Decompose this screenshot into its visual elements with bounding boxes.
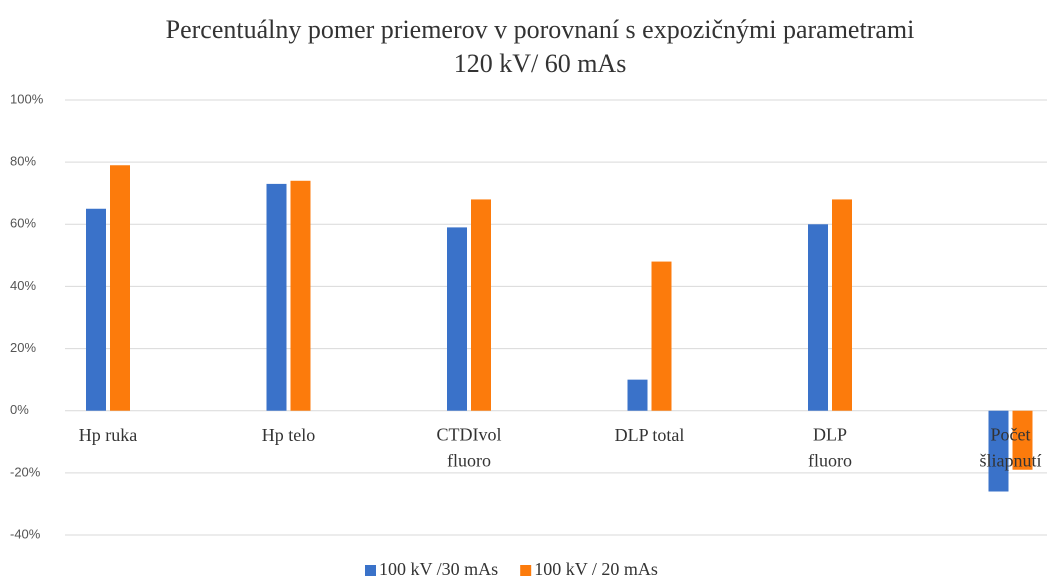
- legend-swatch: [365, 565, 376, 576]
- y-tick-label: -40%: [10, 526, 41, 541]
- x-tick-label: CTDIvol fluoro: [437, 425, 502, 471]
- x-tick-label: Hp ruka: [79, 425, 137, 445]
- y-tick-label: 20%: [10, 340, 36, 355]
- bar: [988, 410, 1009, 492]
- bar: [808, 224, 828, 411]
- bar: [471, 199, 491, 411]
- bar: [832, 199, 852, 411]
- x-tick-label: DLP fluoro: [808, 425, 852, 471]
- y-tick-label: 0%: [10, 402, 29, 417]
- bar: [627, 379, 648, 411]
- bar: [110, 165, 130, 411]
- chart-title: Percentuálny pomer priemerov v porovnaní…: [166, 15, 915, 44]
- legend-label: 100 kV / 20 mAs: [534, 559, 658, 579]
- bar: [86, 208, 106, 411]
- y-tick-label: 100%: [10, 91, 44, 106]
- y-tick-label: -20%: [10, 464, 41, 479]
- x-tick-label: Počet šliapnutí: [980, 425, 1042, 471]
- bar: [1012, 410, 1033, 470]
- chart-subtitle: 120 kV/ 60 mAs: [454, 49, 627, 78]
- y-tick-label: 80%: [10, 154, 36, 169]
- legend-swatch: [520, 565, 532, 576]
- y-tick-label: 40%: [10, 278, 36, 293]
- legend-label: 100 kV /30 mAs: [379, 559, 498, 579]
- bar: [447, 227, 467, 411]
- x-tick-label: Hp telo: [262, 425, 316, 445]
- bar: [651, 261, 672, 411]
- bar: [266, 183, 287, 411]
- bar: [290, 180, 311, 411]
- y-tick-label: 60%: [10, 216, 36, 231]
- x-tick-label: DLP total: [615, 425, 685, 445]
